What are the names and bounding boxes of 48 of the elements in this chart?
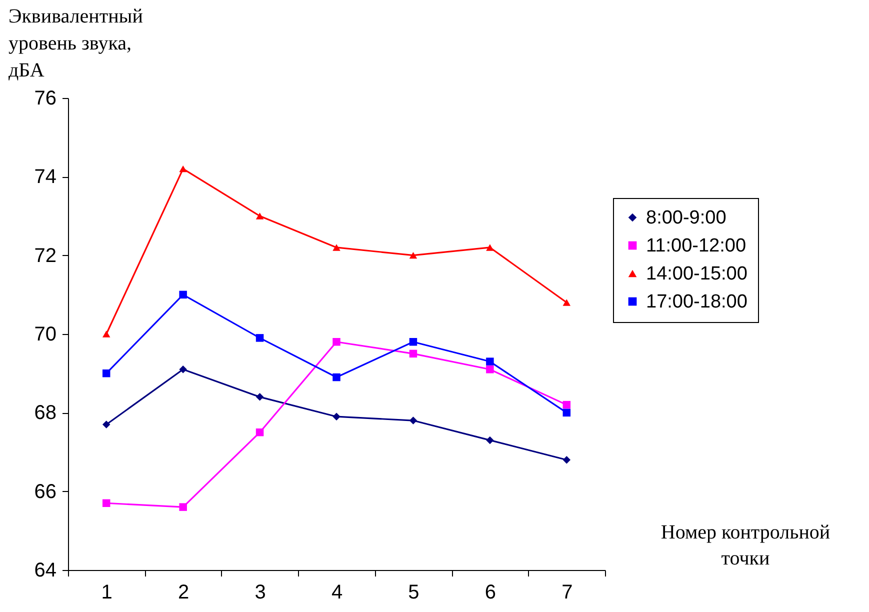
point — [486, 436, 494, 444]
x-tick-label: 6 — [484, 582, 496, 604]
y-tick-label: 70 — [34, 324, 56, 346]
point — [409, 350, 418, 358]
point — [486, 366, 494, 374]
y-tick-label: 68 — [34, 402, 56, 424]
x-tick-label: 2 — [178, 582, 190, 604]
y-tick-label: 74 — [34, 166, 56, 188]
legend-label: 8:00-9:00 — [646, 208, 726, 228]
legend-label: 11:00-12:00 — [646, 236, 746, 256]
point — [102, 420, 110, 428]
x-tick-label: 4 — [331, 582, 343, 604]
point — [102, 369, 110, 378]
y-axis-title: Эквивалентный уровень звука, дБА — [8, 6, 144, 82]
point — [256, 393, 264, 401]
point — [562, 456, 571, 464]
x-axis-title: Номер контрольной точки — [660, 522, 830, 570]
point — [562, 408, 571, 417]
y-tick-label: 66 — [34, 480, 56, 503]
y-tick-label: 72 — [34, 244, 56, 267]
point — [256, 428, 264, 436]
x-tick-label: 7 — [562, 582, 573, 604]
point — [332, 338, 340, 346]
point — [409, 416, 418, 424]
point — [409, 252, 418, 259]
point — [486, 358, 494, 366]
point — [102, 499, 110, 508]
point — [179, 503, 187, 511]
x-tick-label: 3 — [254, 582, 266, 604]
x-tick-label: 5 — [408, 582, 420, 604]
legend-label: 14:00-15:00 — [646, 264, 748, 284]
x-tick-label: 1 — [101, 582, 112, 604]
point — [179, 366, 187, 374]
point — [332, 244, 340, 251]
point — [256, 212, 264, 220]
point — [179, 290, 187, 299]
point — [332, 373, 340, 382]
point — [332, 412, 340, 420]
y-tick-label: 64 — [34, 560, 56, 582]
point — [562, 299, 571, 306]
legend-label: 17:00-18:00 — [646, 292, 748, 312]
point — [102, 330, 110, 338]
y-tick-label: 76 — [34, 88, 56, 110]
point — [179, 165, 187, 172]
point — [256, 334, 264, 342]
point — [409, 338, 418, 346]
point — [562, 400, 571, 409]
point — [486, 244, 494, 251]
